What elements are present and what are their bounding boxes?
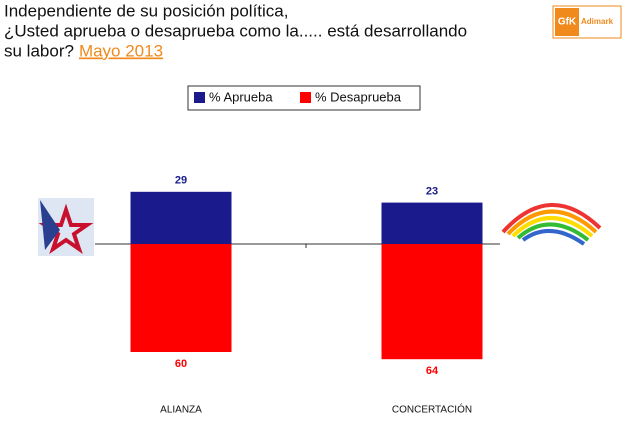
value-label: 60 — [175, 358, 187, 370]
logo-shape — [40, 200, 60, 250]
bar — [381, 202, 483, 244]
logo-mark — [555, 8, 579, 36]
title-line: su labor? — [4, 41, 74, 60]
logo-brand: GfK — [558, 17, 577, 28]
value-label: 64 — [426, 365, 439, 377]
category-label: CONCERTACIÓN — [392, 403, 472, 416]
subtitle: Mayo 2013 — [79, 41, 163, 60]
legend-label: % Desaprueba — [315, 89, 402, 104]
legend-label: % Aprueba — [209, 89, 273, 104]
alianza-logo — [38, 198, 94, 256]
rainbow — [521, 228, 586, 246]
logo: GfK Adimark — [552, 5, 622, 39]
rainbow — [511, 216, 594, 238]
rainbow — [516, 222, 590, 242]
legend-swatch — [300, 92, 311, 103]
bar — [130, 191, 232, 244]
rainbow — [501, 203, 602, 234]
bar — [381, 244, 483, 360]
rainbow — [506, 209, 598, 236]
legend-swatch — [194, 92, 205, 103]
bar — [130, 244, 232, 352]
value-label: 29 — [175, 175, 187, 187]
title-line: ¿Usted aprueba o desaprueba como la.....… — [4, 21, 467, 40]
title-line: Independiente de su posición política, — [4, 1, 288, 20]
logo-name: Adimark — [581, 17, 614, 26]
value-label: 23 — [426, 186, 438, 198]
category-label: ALIANZA — [160, 405, 202, 416]
concertacion-logo — [501, 203, 602, 246]
